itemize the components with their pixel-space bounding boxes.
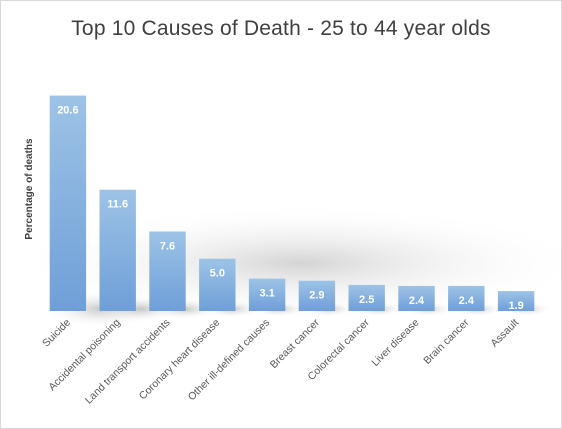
bar [398,285,435,311]
category-label: Coronary heart disease [137,317,223,403]
category-label: Liver disease [369,317,421,369]
data-label: 3.1 [259,288,274,300]
bar [199,258,236,311]
bar [49,95,87,311]
data-label: 2.4 [459,295,475,307]
data-label: 7.6 [160,241,175,253]
data-label: 1.9 [508,300,523,312]
data-label: 2.4 [409,295,425,307]
data-labels: 20.6 11.6 7.6 5.0 3.1 2.9 2.5 2.4 2.4 1.9 [57,105,524,313]
bar [497,291,535,311]
category-label: Assault [488,317,521,350]
data-label: 2.5 [359,294,374,306]
bar [448,285,485,311]
chart-title: Top 10 Causes of Death - 25 to 44 year o… [71,17,491,40]
bar [298,280,336,311]
bar [248,278,286,311]
y-axis-label: Percentage of deaths [24,138,35,240]
category-label: Other ill-defined causes [186,317,272,403]
category-label: Land transport accidents [83,317,173,407]
bar [348,284,385,311]
data-label: 5.0 [210,268,225,280]
data-label: 2.9 [309,290,324,302]
category-label: Breast cancer [268,316,323,371]
bar [99,189,136,311]
bar [149,231,186,311]
data-label: 11.6 [107,199,128,211]
bars [49,95,535,311]
data-label: 20.6 [57,105,78,117]
category-label: Brain cancer [421,316,472,367]
